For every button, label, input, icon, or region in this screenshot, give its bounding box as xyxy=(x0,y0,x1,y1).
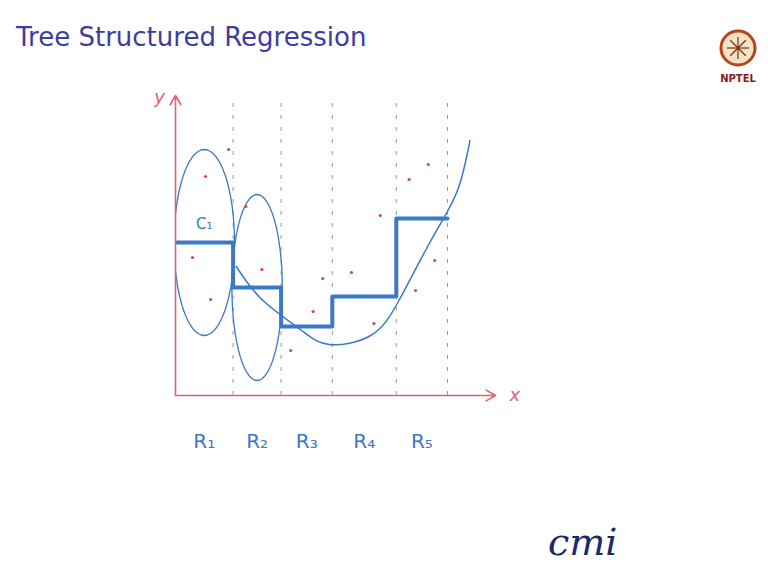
svg-text:R₄: R₄ xyxy=(353,429,375,453)
svg-text:x: x xyxy=(509,384,521,405)
svg-text:NPTEL: NPTEL xyxy=(720,73,756,84)
svg-text:R₂: R₂ xyxy=(246,429,268,453)
html-text:cmi: cmi xyxy=(548,520,618,564)
svg-text:R₅: R₅ xyxy=(411,429,433,453)
html-text:Tree Structured Regression: Tree Structured Regression xyxy=(16,22,367,52)
svg-text:R₃: R₃ xyxy=(296,429,318,453)
svg-text:R₁: R₁ xyxy=(193,429,215,453)
svg-text:C₁: C₁ xyxy=(196,215,213,233)
svg-text:y: y xyxy=(153,86,165,107)
